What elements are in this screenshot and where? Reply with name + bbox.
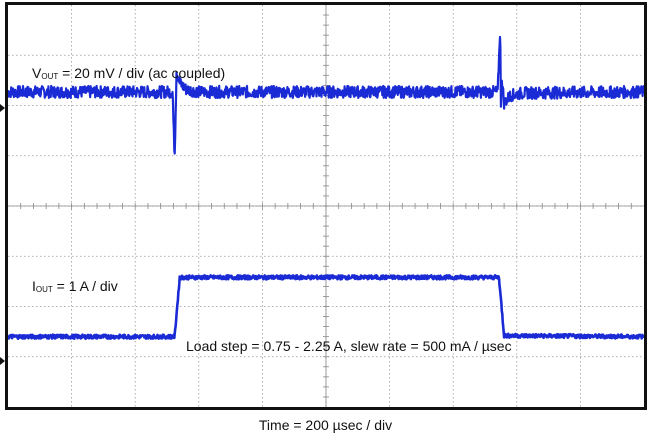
channel-2-marker-icon: [0, 357, 5, 365]
load-step-annotation: Load step = 0.75 - 2.25 A, slew rate = 5…: [186, 338, 512, 354]
scope-plot: [8, 5, 644, 407]
vout-trace: [8, 35, 644, 155]
grid: [8, 5, 644, 407]
iout-scale-label: IOUT = 1 A / div: [32, 278, 118, 294]
iout-trace: [8, 274, 644, 340]
x-axis-label: Time = 200 µsec / div: [258, 417, 393, 433]
channel-1-marker-icon: [0, 104, 5, 112]
vout-scale-label: VOUT = 20 mV / div (ac coupled): [32, 65, 226, 81]
traces: [8, 35, 644, 340]
scope-screen: [5, 2, 647, 410]
